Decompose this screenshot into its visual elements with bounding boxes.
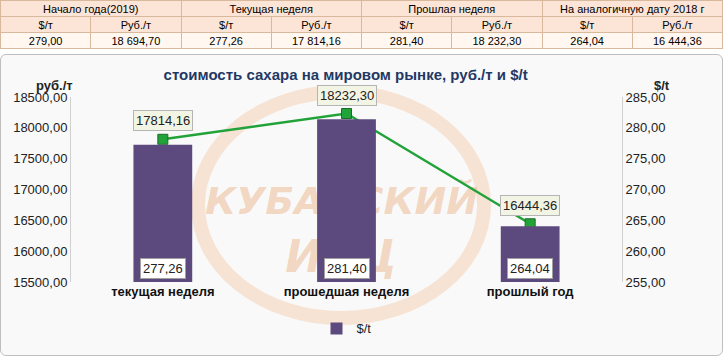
svg-text:текущая неделя: текущая неделя: [111, 284, 214, 299]
svg-text:17500,00: 17500,00: [13, 151, 67, 166]
svg-text:17000,00: 17000,00: [13, 182, 67, 197]
svg-text:280,00: 280,00: [626, 120, 666, 135]
svg-text:277,26: 277,26: [143, 261, 183, 276]
svg-text:281,40: 281,40: [327, 261, 367, 276]
svg-text:16000,00: 16000,00: [13, 244, 67, 259]
svg-text:стоимость сахара на мировом ры: стоимость сахара на мировом рынке, руб./…: [164, 66, 528, 83]
svg-text:265,00: 265,00: [626, 213, 666, 228]
svg-text:16444,36: 16444,36: [503, 198, 557, 213]
svg-text:18232,30: 18232,30: [320, 88, 374, 103]
svg-text:прошлый год: прошлый год: [487, 284, 575, 299]
svg-text:285,00: 285,00: [626, 90, 666, 105]
svg-text:руб./т: руб./т: [36, 78, 73, 93]
svg-text:270,00: 270,00: [626, 182, 666, 197]
svg-text:18500,00: 18500,00: [13, 90, 67, 105]
svg-text:17814,16: 17814,16: [136, 113, 190, 128]
svg-text:прошедшая неделя: прошедшая неделя: [284, 284, 410, 299]
svg-text:16500,00: 16500,00: [13, 213, 67, 228]
svg-text:$/t: $/t: [654, 78, 670, 93]
svg-text:15500,00: 15500,00: [13, 275, 67, 290]
svg-text:$/t: $/t: [357, 321, 372, 336]
svg-text:18000,00: 18000,00: [13, 120, 67, 135]
svg-text:260,00: 260,00: [626, 244, 666, 259]
svg-text:264,04: 264,04: [510, 261, 550, 276]
svg-text:275,00: 275,00: [626, 151, 666, 166]
svg-text:255,00: 255,00: [626, 275, 666, 290]
